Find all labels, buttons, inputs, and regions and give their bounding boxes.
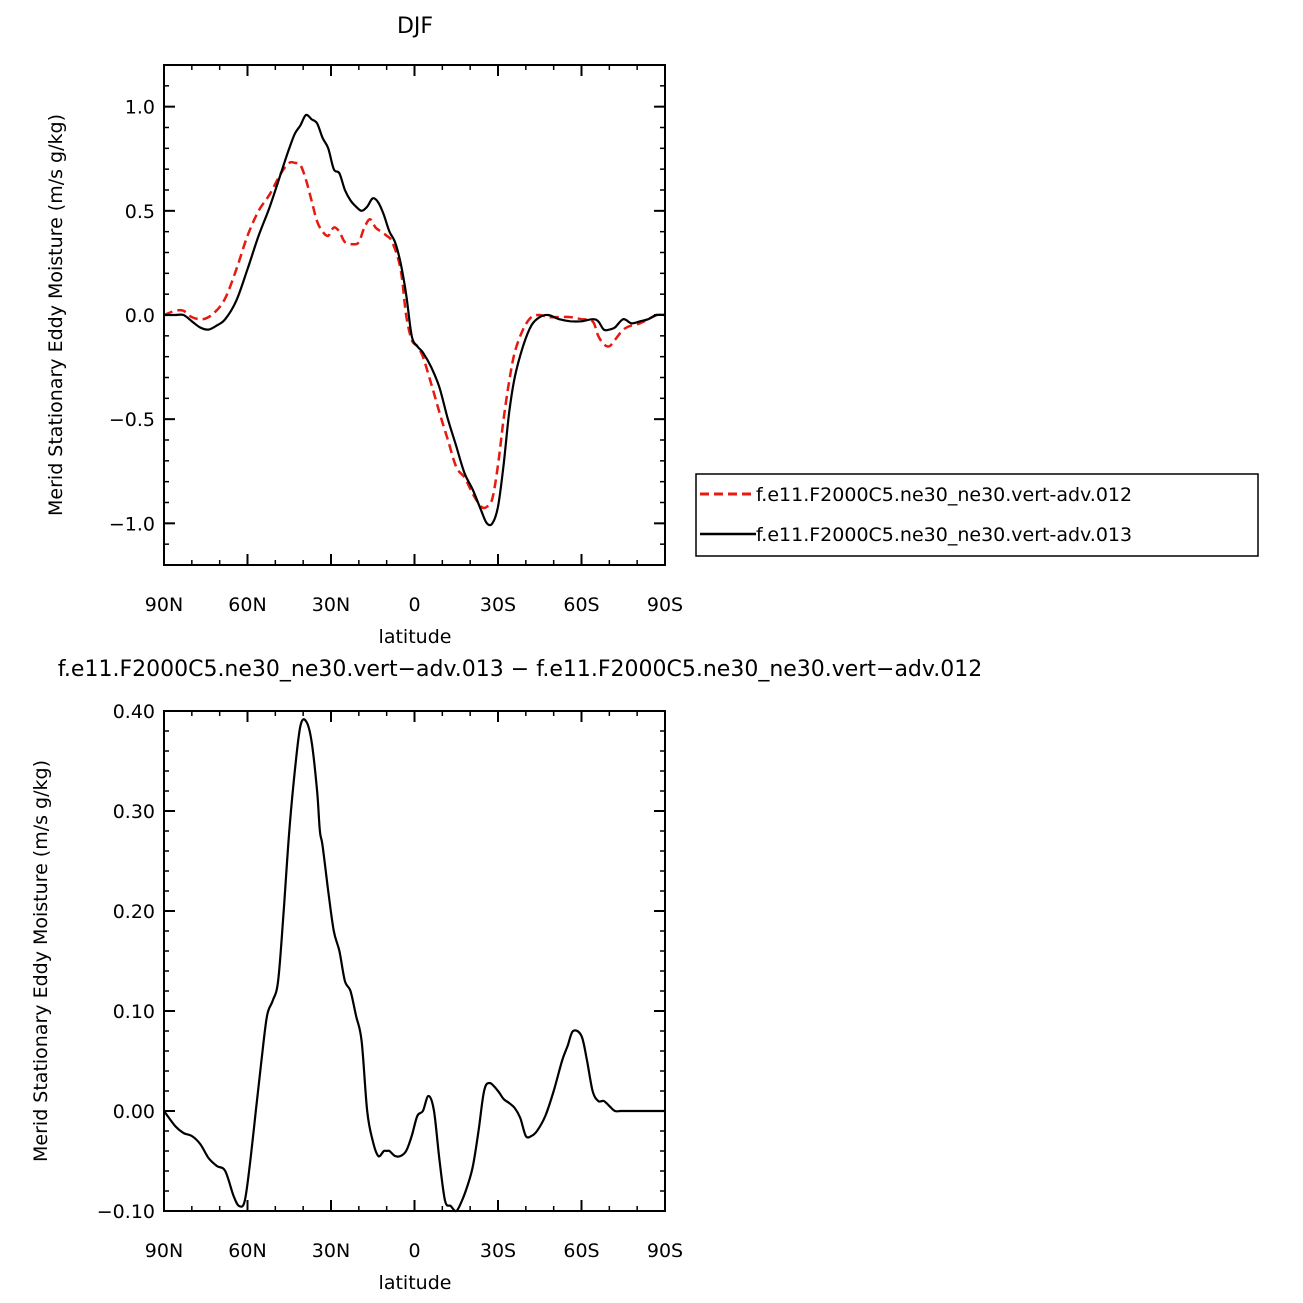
top-plot-ticks: 1.0 0.5 0.0 −0.5 −1.0 90N 60N 30N 0 30S 60S 90S	[109, 64, 683, 616]
top-plot-legend: f.e11.F2000C5.ne30_ne30.vert-adv.012 f.e…	[695, 473, 1259, 557]
legend-box	[695, 473, 1259, 557]
y-tick-label: 0.40	[113, 701, 155, 723]
bottom-plot-title: f.e11.F2000C5.ne30_ne30.vert−adv.013 − f…	[58, 657, 982, 682]
y-tick-label: 0.5	[125, 201, 155, 223]
y-tick-label: −1.0	[109, 513, 155, 535]
y-tick-label: −0.5	[109, 409, 155, 431]
top-panel-djf: DJF 1.0 0.5 0.0 −0.5 −1.0 90N 60N 30N 0 30S 60S 90S…	[45, 14, 1259, 648]
bottom-x-axis-title: latitude	[379, 1272, 452, 1294]
bottom-plot-ticks: 0.40 0.30 0.20 0.10 0.00 −0.10 90N 60N 30N 0 30S 60…	[97, 701, 683, 1262]
y-tick-label: 0.0	[125, 305, 155, 327]
top-x-axis-title: latitude	[379, 626, 452, 648]
x-tick-label: 0	[408, 594, 420, 616]
series-line-1-0	[163, 718, 665, 1213]
y-tick-label: −0.10	[97, 1201, 155, 1223]
bottom-panel-difference: f.e11.F2000C5.ne30_ne30.vert−adv.013 − f…	[30, 657, 982, 1294]
top-plot-frame	[163, 64, 666, 566]
top-plot-curves	[163, 113, 666, 527]
x-tick-label: 30N	[312, 594, 350, 616]
x-tick-label: 30N	[312, 1240, 350, 1262]
x-tick-label: 90N	[145, 594, 183, 616]
top-plot-title: DJF	[397, 14, 433, 39]
series-line-0-1	[164, 113, 666, 527]
bottom-plot-curves	[163, 718, 665, 1213]
x-tick-label: 90N	[145, 1240, 183, 1262]
series-line-0-0	[163, 160, 666, 510]
x-tick-label: 0	[408, 1240, 420, 1262]
y-tick-label: 0.10	[113, 1001, 155, 1023]
x-tick-label: 60S	[563, 594, 599, 616]
y-tick-label: 0.30	[113, 801, 155, 823]
y-tick-label: 1.0	[125, 97, 155, 119]
x-tick-label: 90S	[647, 1240, 683, 1262]
bottom-plot-frame	[163, 710, 666, 1212]
x-tick-label: 60N	[228, 1240, 266, 1262]
legend-label-012: f.e11.F2000C5.ne30_ne30.vert-adv.012	[756, 484, 1132, 506]
y-tick-label: 0.00	[113, 1101, 155, 1123]
y-tick-label: 0.20	[113, 901, 155, 923]
x-tick-label: 60N	[228, 594, 266, 616]
top-y-axis-title: Merid Stationary Eddy Moisture (m/s g/kg…	[45, 114, 67, 516]
legend-label-013: f.e11.F2000C5.ne30_ne30.vert-adv.013	[756, 524, 1132, 546]
bottom-y-axis-title: Merid Stationary Eddy Moisture (m/s g/kg…	[30, 760, 52, 1162]
x-tick-label: 60S	[563, 1240, 599, 1262]
x-tick-label: 30S	[480, 1240, 516, 1262]
x-tick-label: 30S	[480, 594, 516, 616]
x-tick-label: 90S	[647, 594, 683, 616]
